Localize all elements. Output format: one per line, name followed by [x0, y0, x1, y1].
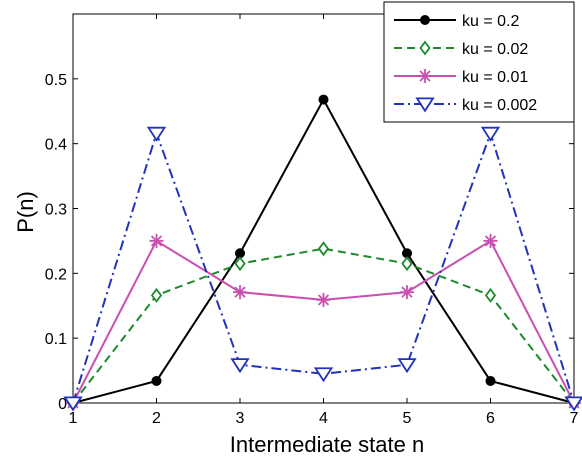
y-tick-label: 0.2	[45, 266, 67, 283]
x-tick-label: 6	[486, 410, 495, 427]
asterisk-stroke	[419, 70, 431, 82]
legend-box	[383, 1, 575, 123]
data-point-3	[146, 126, 167, 142]
data-point-3	[397, 358, 417, 374]
x-tick-label: 3	[236, 410, 245, 427]
legend-label-2: ku = 0.01	[462, 69, 528, 86]
asterisk-stroke	[317, 294, 330, 306]
asterisk-stroke	[484, 235, 497, 247]
legend-marker-3	[415, 97, 435, 113]
x-axis-label: Intermediate state n	[230, 432, 424, 457]
asterisk-stroke	[401, 286, 413, 298]
asterisk-stroke	[150, 235, 163, 247]
legend-marker-1	[419, 40, 431, 56]
data-point-0	[485, 375, 496, 386]
data-point-2	[316, 292, 331, 307]
legend: ku = 0.2 ku = 0.02 ku = 0.01 ku = 0.002	[383, 1, 575, 123]
data-point-0	[151, 375, 162, 386]
x-tick-label: 4	[319, 410, 328, 427]
asterisk-stroke	[234, 286, 246, 298]
data-point-3	[564, 396, 582, 412]
x-tick-label: 5	[403, 410, 412, 427]
y-tick-label: 0.4	[45, 137, 67, 154]
y-tick-label: 0.5	[45, 72, 67, 89]
y-tick-label: 0	[58, 396, 67, 413]
data-point-0	[318, 94, 329, 105]
legend-label-0: ku = 0.2	[462, 13, 519, 30]
data-point-3	[230, 358, 250, 374]
data-point-1	[484, 287, 497, 303]
data-point-1	[150, 287, 163, 303]
data-point-3	[313, 367, 334, 383]
data-point-3	[480, 126, 501, 142]
x-tick-label: 1	[69, 410, 78, 427]
y-tick-label: 0.3	[45, 202, 67, 219]
y-tick-label: 0.1	[45, 331, 67, 348]
x-tick-label: 7	[570, 410, 579, 427]
data-point-2	[149, 233, 164, 248]
data-point-2	[483, 233, 498, 248]
data-point-3	[63, 396, 83, 412]
legend-label-1: ku = 0.02	[462, 41, 528, 58]
legend-marker-0	[420, 15, 430, 25]
x-tick-label: 2	[152, 410, 161, 427]
data-point-1	[234, 256, 246, 272]
data-point-1	[317, 241, 330, 257]
y-axis-label: P(n)	[13, 191, 38, 233]
legend-marker-2	[418, 69, 432, 83]
series-line-3	[72, 130, 575, 404]
data-point-2	[233, 285, 247, 300]
legend-label-3: ku = 0.002	[462, 97, 537, 114]
data-point-2	[400, 285, 414, 300]
data-point-1	[401, 256, 413, 272]
plot-area: 1 2 3 4 5 6 7 0 0.1 0.2 0.3 0.4 0.5	[45, 13, 582, 427]
